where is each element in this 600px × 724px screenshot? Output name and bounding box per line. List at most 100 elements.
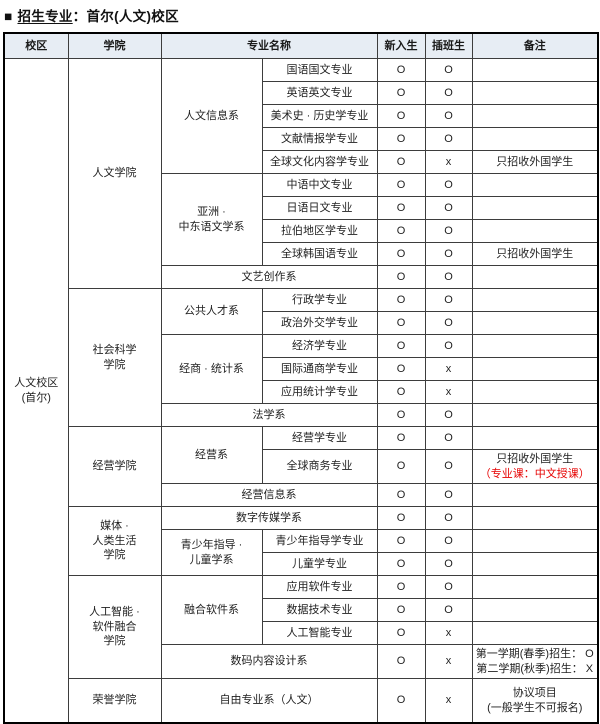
table-row: 媒体 · 人类生活 学院 数字传媒学系 O O (4, 506, 599, 576)
transfer-text: x (445, 694, 452, 707)
table-row: 经营信息系 O O (4, 483, 599, 507)
remark-cell: 只招收外国学生 （专业课：中文授课） (471, 449, 599, 484)
dept-text: 经营系 (195, 448, 228, 461)
college-cell: 经营学院 (67, 426, 162, 507)
campus-text: 人文校区 (14, 376, 59, 389)
transfer-text: O (444, 603, 453, 616)
new-text: O (396, 178, 406, 191)
dept-major-cell: 数码内容设计系 (160, 644, 378, 679)
header-campus: 校区 (3, 32, 69, 59)
remark-cell (471, 529, 599, 553)
major-cell: 美术史 · 历史学专业 (261, 104, 378, 128)
dept-text: 青少年指导 · (180, 538, 243, 551)
new-cell: O (376, 265, 426, 289)
transfer-text: O (444, 488, 453, 501)
remark-cell (471, 58, 599, 82)
transfer-text: O (444, 431, 453, 444)
remark-cell (471, 334, 599, 358)
transfer-text: O (444, 109, 453, 122)
major-cell: 政治外交学专业 (261, 311, 378, 335)
header-new-student: 新入生 (376, 32, 426, 59)
major-text: 中语中文专业 (286, 178, 353, 191)
new-cell: O (376, 380, 426, 404)
transfer-text: x (445, 155, 452, 168)
major-cell: 全球韩国语专业 (261, 242, 378, 266)
new-cell: O (376, 506, 426, 530)
college-text: 学院 (103, 549, 126, 562)
major-cell: 应用统计学专业 (261, 380, 378, 404)
remark-text: 第二学期(秋季)招生： X (476, 662, 594, 675)
header-row: 校区 学院 专业名称 新入生 插班生 备注 (3, 32, 599, 59)
transfer-cell: O (424, 219, 473, 243)
dept-text: 儿童学系 (189, 553, 234, 566)
transfer-text: O (444, 534, 453, 547)
remark-cell: 只招收外国学生 (471, 150, 599, 174)
table-row: 全球商务专业 O O 只招收外国学生 （专业课：中文授课） (4, 449, 599, 484)
table-row: 人文校区 (首尔) 人文学院 人文信息系 国语国文专业 O O (3, 58, 599, 724)
transfer-text: x (445, 626, 452, 639)
transfer-cell: O (424, 81, 473, 105)
new-cell: O (376, 288, 426, 312)
new-text: O (396, 408, 406, 421)
college-text: 人类生活 (92, 534, 137, 547)
transfer-cell: O (424, 426, 473, 450)
dept-cell: 融合软件系 (160, 575, 263, 645)
transfer-text: O (444, 63, 453, 76)
transfer-text: O (444, 316, 453, 329)
remark-cell (471, 483, 599, 507)
header-major-name: 专业名称 (160, 32, 378, 59)
major-text: 全球文化内容学专业 (270, 155, 369, 168)
major-text: 应用软件专业 (286, 580, 353, 593)
remark-text: 协议项目 (512, 686, 557, 699)
dept-major-text: 数码内容设计系 (230, 655, 308, 668)
new-cell: O (376, 621, 426, 645)
remark-cell (471, 598, 599, 622)
remark-cell: 第一学期(春季)招生： O 第二学期(秋季)招生： X (471, 644, 599, 679)
remark-cell: 协议项目 (一般学生不可报名) (471, 678, 599, 724)
college-cell: 荣誉学院 (67, 678, 162, 724)
new-cell: O (376, 196, 426, 220)
major-cell: 全球文化内容学专业 (261, 150, 378, 174)
major-text: 国际通商学专业 (281, 362, 358, 375)
new-text: O (396, 385, 406, 398)
new-cell: O (376, 529, 426, 553)
remark-cell (471, 380, 599, 404)
dept-major-cell: 数字传媒学系 (160, 506, 378, 530)
transfer-cell: O (424, 598, 473, 622)
new-text: O (396, 534, 406, 547)
transfer-cell: x (424, 644, 473, 679)
transfer-cell: O (424, 334, 473, 358)
major-text: 应用统计学专业 (281, 385, 358, 398)
new-cell: O (376, 598, 426, 622)
transfer-cell: O (424, 127, 473, 151)
new-text: O (396, 293, 406, 306)
transfer-cell: O (424, 529, 473, 553)
new-text: O (396, 580, 406, 593)
new-text: O (396, 270, 406, 283)
dept-major-text: 法学系 (252, 408, 286, 421)
new-text: O (396, 511, 406, 524)
new-cell: O (376, 426, 426, 450)
major-cell: 应用软件专业 (261, 575, 378, 599)
transfer-text: O (444, 132, 453, 145)
remark-cell (471, 552, 599, 576)
new-cell: O (376, 311, 426, 335)
new-cell: O (376, 552, 426, 576)
new-text: O (396, 155, 406, 168)
major-text: 全球韩国语专业 (281, 247, 358, 260)
major-cell: 全球商务专业 (261, 449, 378, 484)
table-row: 儿童学专业 O O (4, 552, 599, 576)
title-bullet-icon: ■ (4, 9, 13, 24)
college-cell: 社会科学 学院 (67, 288, 162, 427)
new-cell: O (376, 58, 426, 82)
major-text: 国语国文专业 (286, 63, 353, 76)
college-cell: 媒体 · 人类生活 学院 (67, 506, 162, 576)
remark-cell (471, 506, 599, 530)
new-text: O (396, 431, 406, 444)
major-cell: 人工智能专业 (261, 621, 378, 645)
major-text: 儿童学专业 (292, 557, 347, 570)
dept-major-text: 数字传媒学系 (236, 511, 302, 524)
major-text: 拉伯地区学专业 (281, 224, 358, 237)
